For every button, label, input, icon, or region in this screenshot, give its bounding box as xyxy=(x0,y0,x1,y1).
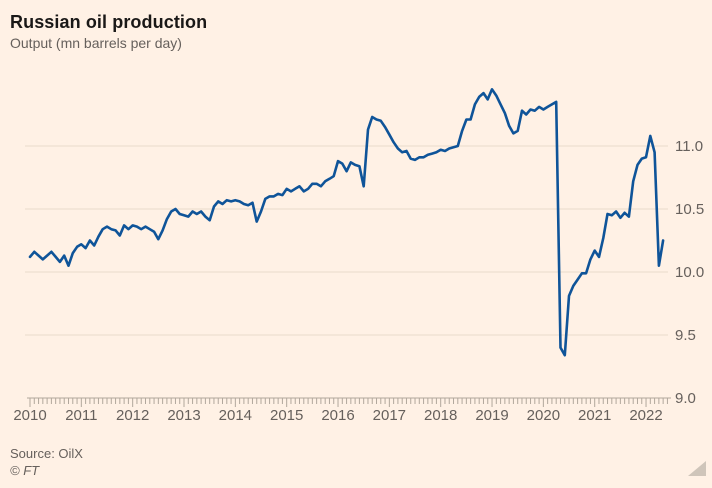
data-line xyxy=(28,88,665,357)
x-axis-label: 2010 xyxy=(13,407,46,424)
x-axis-label: 2018 xyxy=(424,407,457,424)
source-text: Source: OilX xyxy=(10,446,83,461)
x-axis-label: 2019 xyxy=(475,407,508,424)
chart-subtitle: Output (mn barrels per day) xyxy=(10,35,182,51)
x-axis-label: 2020 xyxy=(527,407,560,424)
y-axis-label: 10.0 xyxy=(675,264,704,281)
x-axis-label: 2017 xyxy=(373,407,406,424)
x-axis-label: 2014 xyxy=(219,407,252,424)
y-axis-label: 10.5 xyxy=(675,201,704,218)
x-axis-label: 2016 xyxy=(321,407,354,424)
x-axis-label: 2015 xyxy=(270,407,303,424)
x-axis-label: 2012 xyxy=(116,407,149,424)
chart-title: Russian oil production xyxy=(10,12,208,33)
resize-handle-icon[interactable] xyxy=(688,461,706,476)
x-axis-label: 2013 xyxy=(167,407,200,424)
x-axis-label: 2021 xyxy=(578,407,611,424)
y-axis-label: 9.5 xyxy=(675,327,696,344)
ft-copyright: © FT xyxy=(10,463,40,478)
x-axis-label: 2011 xyxy=(65,407,97,424)
y-axis-label: 9.0 xyxy=(675,390,696,407)
y-axis-label: 11.0 xyxy=(675,138,703,155)
x-axis-label: 2022 xyxy=(629,407,662,424)
